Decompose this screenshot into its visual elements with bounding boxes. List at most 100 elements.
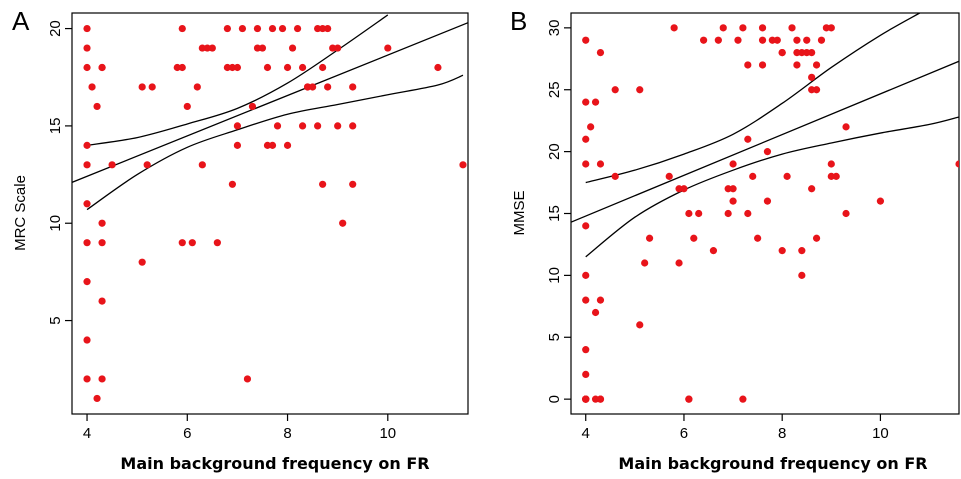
panel-b-data-point <box>827 160 835 168</box>
panel-b-data-point <box>808 185 816 193</box>
panel-b-data-point <box>582 160 590 168</box>
panel-b-data-point <box>803 36 811 44</box>
panel-a-xtick-label: 8 <box>283 425 291 442</box>
panel-b-data-point <box>832 172 840 180</box>
panel-b-data-point <box>665 172 673 180</box>
panel-b: B MMSE Main background frequency on FR 4… <box>510 6 960 473</box>
panel-a-data-point <box>223 24 231 33</box>
panel-b-data-point <box>798 247 806 255</box>
panel-b-plot-area <box>571 13 959 403</box>
panel-b-data-point <box>582 271 590 279</box>
panel-a-data-point <box>248 102 257 111</box>
panel-a-data-point <box>83 375 91 383</box>
panel-b-data-point <box>739 395 747 403</box>
panel-a-data-point <box>178 239 186 247</box>
panel-b-data-point <box>596 49 605 57</box>
panel-b-xtick-label: 10 <box>872 425 889 442</box>
panel-a-data-point <box>298 63 307 72</box>
panel-a-data-point <box>258 44 267 52</box>
panel-b-data-point <box>709 247 718 255</box>
panel-b-data-point <box>783 172 791 180</box>
panel-b-data-point <box>645 234 654 242</box>
panel-a-data-point <box>233 141 242 149</box>
panel-b-data-point <box>611 172 619 180</box>
panel-b-regression-line <box>571 60 959 223</box>
panel-b-ytick-label: 20 <box>546 143 563 160</box>
panel-b-data-point <box>611 86 619 94</box>
panel-a-ytick-label: 10 <box>47 215 64 232</box>
panel-b-data-point <box>596 160 605 168</box>
panel-a-xtick-label: 6 <box>183 425 191 442</box>
panel-a-data-point <box>273 122 282 130</box>
panel-b-data-point <box>675 259 683 267</box>
panel-b-confidence-upper <box>585 13 921 184</box>
panel-b-data-point <box>596 296 605 304</box>
panel-b-data-point <box>582 370 590 378</box>
panel-b-data-point <box>876 197 885 205</box>
panel-b-data-point <box>596 395 605 403</box>
panel-b-data-point <box>582 222 590 230</box>
panel-a-data-point <box>228 63 237 72</box>
panel-a-data-point <box>228 180 237 188</box>
panel-a-data-point <box>108 161 116 169</box>
panel-b-data-point <box>955 160 959 168</box>
panel-a-data-point <box>173 63 181 72</box>
panel-b-data-point <box>729 160 737 168</box>
panel-a-data-point <box>93 102 101 111</box>
panel-a-data-point <box>314 122 322 130</box>
panel-a-data-point <box>83 161 91 169</box>
panel-a-regression-line <box>72 22 468 183</box>
panel-a-data-point <box>324 24 332 33</box>
panel-b-data-point <box>582 98 590 106</box>
panel-a-ylabel: MRC Scale <box>12 175 29 251</box>
panel-b-data-point <box>749 172 757 180</box>
panel-a-data-point <box>298 122 307 130</box>
panel-a-data-point <box>98 375 106 383</box>
panel-b-ylabel: MMSE <box>511 191 528 236</box>
panel-b-data-point <box>744 209 752 218</box>
panel-b-data-point <box>798 271 806 279</box>
panel-b-data-point <box>714 36 722 44</box>
panel-b-data-point <box>778 49 786 57</box>
panel-b-data-point <box>582 36 590 44</box>
panel-b-data-point <box>808 73 816 81</box>
panel-a-data-point <box>243 375 252 383</box>
panel-b-data-point <box>758 36 767 44</box>
panel-b-data-point <box>582 296 590 304</box>
panel-a-data-point <box>268 141 277 149</box>
panel-a-data-point <box>138 83 146 91</box>
panel-b-data-point <box>739 24 747 32</box>
panel-a-data-point <box>83 278 91 286</box>
panel-a-data-point <box>334 44 342 52</box>
panel-a-data-point <box>233 122 242 130</box>
panel-b-data-point <box>591 98 600 106</box>
panel-a-data-point <box>98 219 106 227</box>
panel-a: A MRC Scale Main background frequency on… <box>12 6 469 473</box>
panel-b-data-point <box>758 24 767 32</box>
panel-a-data-point <box>83 63 91 72</box>
panel-b-data-point <box>719 24 727 32</box>
panel-a-data-point <box>309 83 317 91</box>
panel-a-data-point <box>384 44 392 52</box>
panel-b-ytick-label: 25 <box>546 81 563 98</box>
panel-a-data-point <box>434 63 442 72</box>
panel-b-data-point <box>690 234 698 242</box>
panel-b-plot-frame <box>570 12 960 415</box>
panel-a-data-point <box>329 44 337 52</box>
panel-a-data-point <box>198 161 206 169</box>
panel-b-data-point <box>685 395 693 403</box>
panel-a-data-point <box>319 24 327 33</box>
panel-b-data-point <box>729 185 737 193</box>
panel-a-data-point <box>88 83 96 91</box>
panel-a-xlabel: Main background frequency on FR <box>120 454 429 473</box>
panel-a-data-point <box>319 63 327 72</box>
panel-b-data-point <box>685 209 693 218</box>
panel-a-xtick-label: 4 <box>83 425 91 442</box>
panel-b-xtick-label: 4 <box>582 425 590 442</box>
panel-a-ytick-label: 5 <box>47 316 64 324</box>
panel-b-data-point <box>812 86 821 94</box>
panel-a-data-point <box>98 297 106 305</box>
panel-b-data-point <box>591 308 600 317</box>
panel-b-data-point <box>763 197 772 205</box>
panel-b-data-point <box>724 209 732 218</box>
